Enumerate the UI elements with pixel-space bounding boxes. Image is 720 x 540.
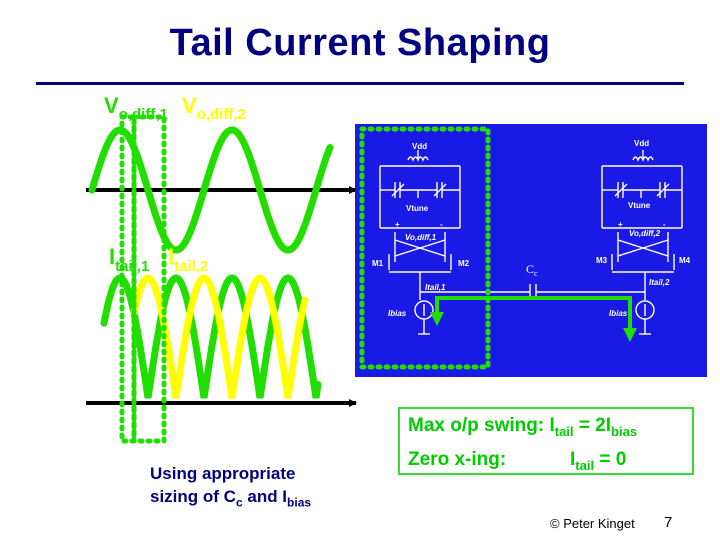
cc-label: Cc	[526, 262, 538, 278]
caption-line-1: Using appropriate	[150, 464, 296, 483]
vo-diff-1-label: Vo,diff,1	[104, 93, 168, 123]
itail-2-waveform	[130, 274, 309, 399]
itail-2-circuit-label: Itail,2	[649, 278, 670, 287]
max-swing-line: Max o/p swing: Itail = 2Ibias	[408, 415, 638, 439]
swing-info-box: Max o/p swing: Itail = 2Ibias Zero x-ing…	[398, 407, 694, 475]
vo-diff-2-circuit-label: Vo,diff,2	[629, 229, 661, 238]
page-number: 7	[664, 514, 673, 531]
circuit-panel	[355, 124, 707, 377]
zero-crossing-line: Zero x-ing: Itail = 0	[408, 448, 627, 473]
m2-label: M2	[458, 259, 470, 268]
ibias-label-left: Ibias	[388, 309, 407, 318]
title-divider	[36, 82, 684, 85]
minus-label-right: -	[663, 220, 666, 229]
caption-line-2: sizing of Cc and Ibias	[150, 487, 312, 510]
plus-label-right: +	[618, 220, 623, 229]
left-oscillator-highlight	[359, 126, 491, 370]
vdd-label-left: Vdd	[412, 142, 427, 151]
vtune-label-left: Vtune	[406, 204, 429, 213]
itail-2-label: Itail,2	[168, 244, 208, 275]
plus-label-left: +	[395, 220, 400, 229]
m4-label: M4	[679, 256, 691, 265]
vdd-label-right: Vdd	[634, 139, 649, 148]
vo-diff-1-circuit-label: Vo,diff,1	[405, 233, 437, 242]
m1-label: M1	[372, 259, 384, 268]
m3-label: M3	[596, 256, 608, 265]
vtune-label-right: Vtune	[628, 201, 651, 210]
sizing-caption: Using appropriate sizing of Cc and Ibias	[150, 462, 311, 514]
itail-1-circuit-label: Itail,1	[425, 283, 446, 292]
zero-crossing-highlight-right	[131, 114, 167, 444]
circuit-schematic	[379, 150, 683, 335]
ibias-label-right: Ibias	[609, 309, 628, 318]
itail-1-waveform	[100, 274, 322, 399]
vo-diff-2-label: Vo,diff,2	[182, 93, 246, 123]
coupling-current-path	[435, 296, 632, 330]
right-current-arrowhead	[623, 328, 637, 342]
slide-title: Tail Current Shaping	[169, 22, 551, 64]
left-current-arrowhead	[430, 312, 444, 326]
footer-copyright: © Peter Kinget	[550, 516, 635, 531]
itail-1-label: Itail,1	[109, 244, 149, 275]
minus-label-left: -	[440, 220, 443, 229]
